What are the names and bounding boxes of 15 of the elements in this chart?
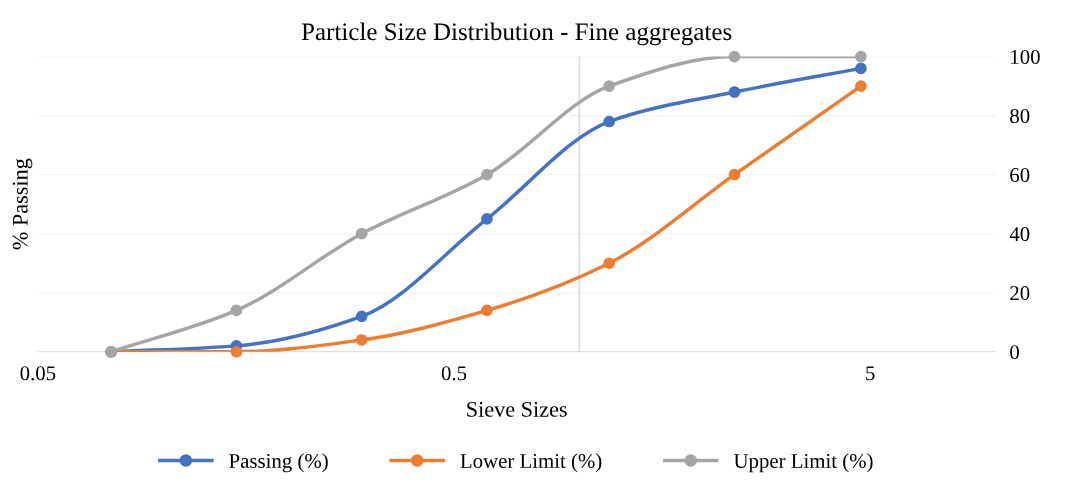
- y-tick-label: 80: [1010, 108, 1030, 124]
- legend-label: Upper Limit (%): [733, 453, 873, 473]
- y-tick-label: 0: [1010, 345, 1019, 360]
- y-tick-label: 100: [1011, 49, 1040, 65]
- y-tick-label: 20: [1010, 286, 1030, 301]
- y-tick-label: 60: [1010, 168, 1030, 183]
- x-tick-label: 0.5: [441, 366, 467, 381]
- legend-label: Lower Limit (%): [460, 453, 602, 473]
- legend-label: Passing (%): [229, 453, 328, 473]
- x-axis-title: Sieve Sizes: [467, 401, 567, 417]
- chart-title: Particle Size Distribution - Fine aggregates: [301, 22, 732, 46]
- x-tick-label: 0.05: [20, 366, 56, 381]
- y-axis-title: % Passing: [12, 158, 33, 250]
- x-tick-label: 5: [866, 366, 875, 381]
- y-tick-label: 40: [1009, 227, 1030, 242]
